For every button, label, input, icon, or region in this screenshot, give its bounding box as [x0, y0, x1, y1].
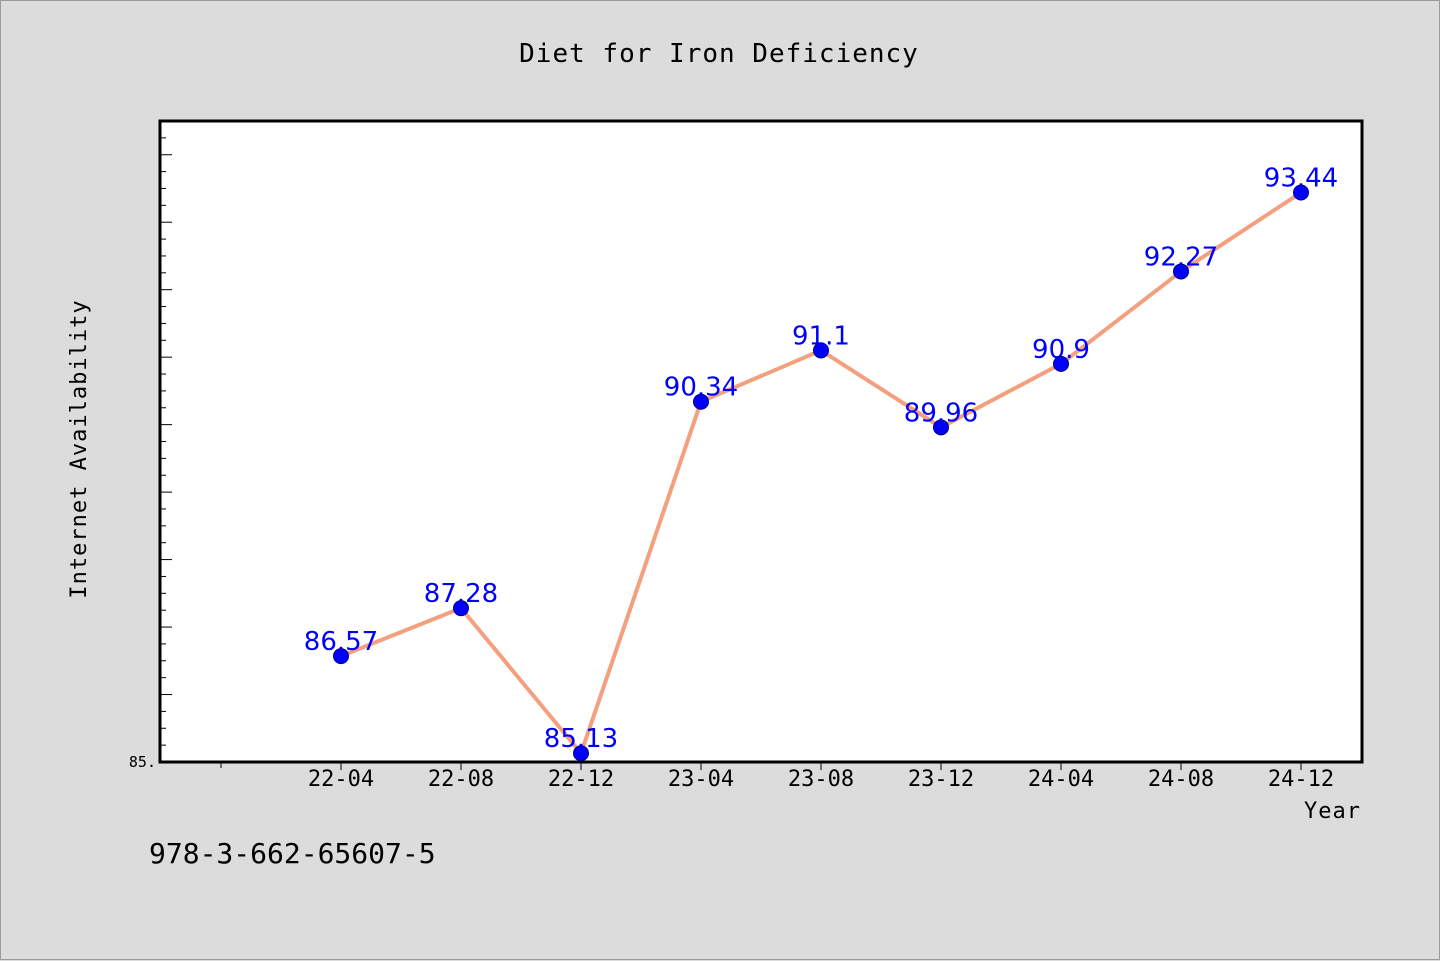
data-point	[1293, 184, 1309, 201]
data-markers	[333, 184, 1309, 762]
x-tick-label: 23-04	[668, 767, 734, 792]
data-point	[813, 342, 829, 359]
data-point	[1053, 355, 1069, 372]
footer-code: 978-3-662-65607-5	[149, 837, 436, 870]
x-tick-label: 24-08	[1148, 767, 1214, 792]
data-point	[693, 393, 709, 410]
plot-area	[158, 119, 1364, 764]
x-tick-label: 23-08	[788, 767, 854, 792]
y-axis-label: Internet Availability	[67, 299, 92, 598]
data-point	[1173, 263, 1189, 280]
x-tick-label: 24-12	[1268, 767, 1334, 792]
data-point	[933, 419, 949, 436]
x-axis-ticks	[220, 762, 1302, 770]
x-axis-label: Year	[1304, 799, 1361, 824]
data-point	[453, 600, 469, 617]
y-axis-ticks	[160, 120, 172, 763]
chart-title: Diet for Iron Deficiency	[519, 39, 919, 69]
x-tick-label: 22-12	[548, 767, 614, 792]
x-tick-label: 23-12	[908, 767, 974, 792]
y-tick-label: 85.	[129, 753, 156, 771]
data-point	[573, 745, 589, 762]
x-tick-label: 22-08	[428, 767, 494, 792]
data-point	[333, 648, 349, 665]
x-tick-label: 22-04	[308, 767, 374, 792]
data-labels: 86.5787.2885.1390.3491.189.9690.992.2793…	[304, 164, 1338, 755]
x-tick-label: 24-04	[1028, 767, 1094, 792]
x-tick-labels: 22-04 22-08 22-12 23-04 23-08 23-12 24-04 24-08…	[308, 767, 1334, 792]
